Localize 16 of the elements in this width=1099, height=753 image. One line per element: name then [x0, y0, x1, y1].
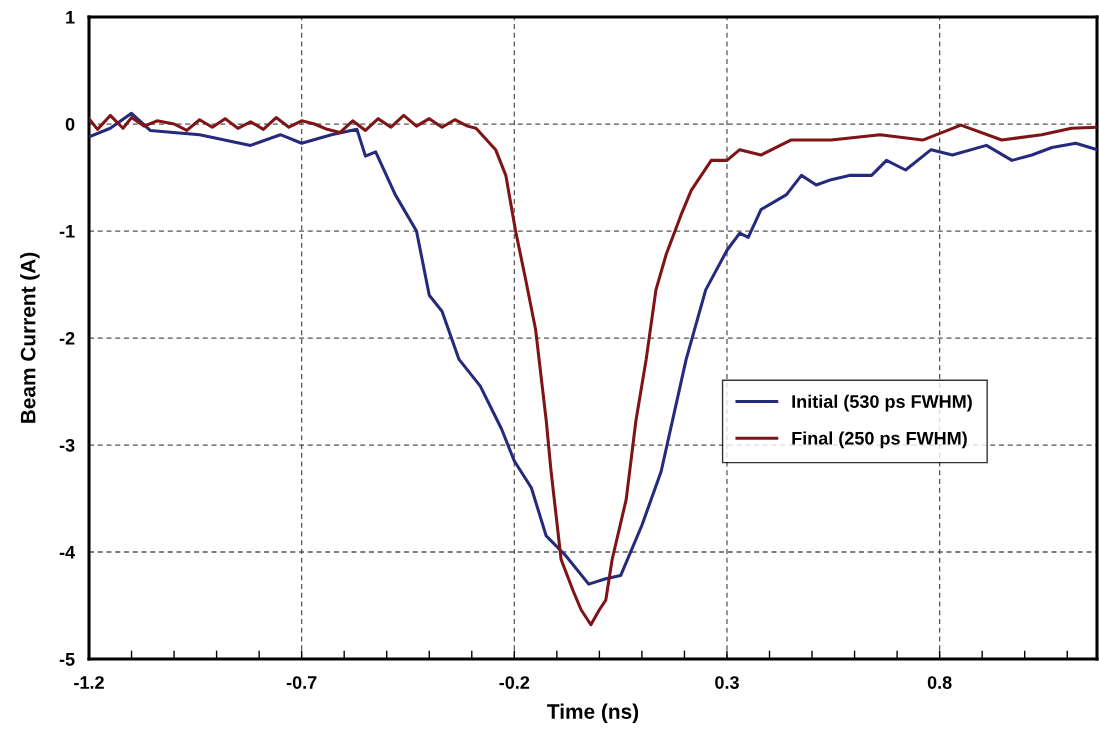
y-axis-title: Beam Current (A) — [20, 252, 40, 423]
legend-label: Final (250 ps FWHM) — [792, 431, 967, 449]
y-tick-label: -4 — [59, 546, 76, 559]
x-axis-title: Time (ns) — [547, 703, 639, 724]
y-tick-label: 1 — [66, 11, 75, 24]
y-tick-label: 0 — [65, 117, 75, 131]
y-tick-label: -3 — [59, 438, 75, 452]
y-tick-label: -1 — [59, 225, 75, 238]
x-tick-label: -1.2 — [74, 676, 104, 689]
legend-label: Initial (530 ps FWHM) — [792, 394, 972, 412]
x-tick-label: 0.3 — [715, 676, 739, 689]
y-tick-label: -2 — [59, 331, 75, 345]
y-tick-label: -5 — [59, 653, 75, 666]
x-tick-label: -0.7 — [286, 676, 317, 689]
x-tick-label: 0.8 — [927, 676, 952, 689]
x-tick-label: -0.2 — [499, 676, 530, 689]
